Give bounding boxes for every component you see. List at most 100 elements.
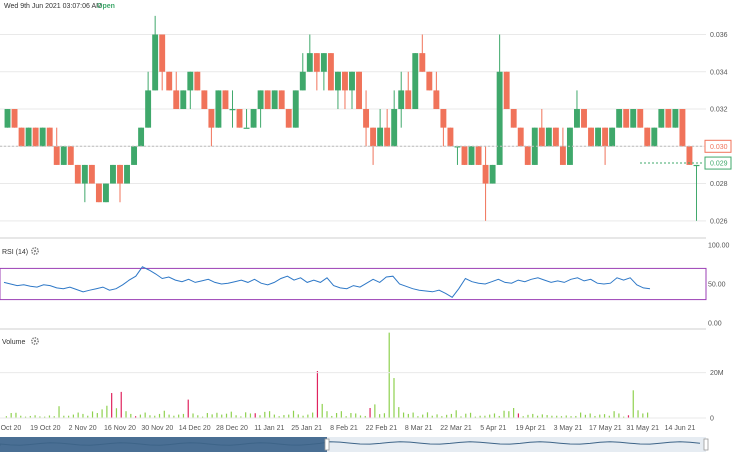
candle-body [208, 109, 215, 128]
candle-body [398, 90, 405, 110]
navigator-handle-left [324, 438, 330, 451]
candle-body [419, 53, 426, 72]
volume-bar [240, 416, 242, 418]
volume-bar [288, 414, 290, 418]
candle-body [152, 34, 159, 91]
candle-body [686, 146, 693, 165]
volume-bar [235, 415, 237, 418]
candle-body [405, 90, 412, 110]
volume-bar [637, 410, 639, 418]
last-close-label: 0.029 [710, 161, 728, 168]
volume-bar [350, 413, 352, 418]
volume-bar [120, 391, 122, 418]
candle-body [370, 127, 377, 147]
x-axis-tick: 11 Jan 21 [254, 425, 284, 432]
volume-bar [599, 414, 601, 418]
volume-bar [230, 411, 232, 418]
volume-bar [608, 415, 610, 418]
candle-body [67, 146, 74, 165]
candle-body [454, 146, 461, 148]
volume-bar [393, 378, 395, 418]
volume-bar [527, 414, 529, 418]
volume-bar [15, 412, 17, 418]
volume-bar [48, 415, 51, 418]
volume-bar [101, 409, 103, 418]
volume-bar [259, 415, 261, 418]
volume-bar [474, 416, 476, 418]
rsi-settings-icon[interactable] [30, 246, 40, 256]
volume-bar [297, 414, 299, 418]
volume-bar [623, 416, 625, 418]
candle-body [440, 109, 447, 128]
volume-bar [627, 415, 630, 418]
volume-bar [96, 413, 98, 418]
volume-bar [618, 413, 620, 418]
candle-body [482, 164, 489, 184]
volume-bar [201, 416, 204, 418]
x-axis-tick: 19 Oct 20 [30, 425, 60, 432]
candle-body [475, 146, 482, 165]
prev-close-badge [704, 139, 732, 153]
candle-body [693, 164, 700, 167]
x-axis-tick: 14 Jun 21 [665, 425, 696, 432]
candle-body [658, 109, 665, 128]
x-axis-tick: 31 May 21 [626, 425, 659, 432]
volume-bar [613, 411, 615, 418]
price-y-tick: 0.026 [710, 218, 728, 225]
candle-body [18, 127, 25, 147]
volume-bar [388, 332, 390, 418]
x-axis-tick: 5 Oct 20 [0, 425, 21, 432]
volume-bar [603, 414, 606, 418]
candle-body [391, 109, 398, 147]
volume-bar [498, 415, 500, 418]
candle-body [412, 53, 419, 110]
volume-bar [115, 408, 118, 418]
volume-bar [111, 393, 113, 418]
x-axis-tick: 8 Feb 21 [330, 425, 358, 432]
x-axis-tick: 14 Dec 20 [179, 425, 211, 432]
navigator[interactable] [0, 437, 709, 452]
volume-bar [426, 412, 429, 418]
volume-bar [216, 412, 218, 418]
candle-body [159, 34, 166, 72]
candle-body [377, 127, 384, 147]
candle-body [461, 146, 468, 165]
candle-body [510, 109, 517, 128]
volume-y-tick: 0 [710, 416, 714, 423]
candle-body [630, 109, 637, 128]
volume-bar [91, 411, 94, 418]
candle-body [489, 164, 496, 184]
volume-settings-icon[interactable] [30, 336, 40, 346]
candle-body [559, 146, 566, 165]
volume-y-tick: 20M [710, 370, 724, 377]
volume-bar [436, 414, 438, 418]
volume-layer [0, 332, 706, 419]
volume-bar [63, 415, 65, 418]
candle-body [299, 71, 306, 91]
volume-bar [422, 414, 424, 418]
candle-body [334, 71, 341, 91]
candle-body [25, 127, 32, 147]
rsi-title: RSI (14) [2, 249, 28, 256]
volume-bar [331, 415, 333, 418]
volume-bar [565, 415, 567, 418]
price-y-axis: 0.026 0.028 0.032 0.034 0.036 0.030 0.029 [704, 32, 732, 225]
volume-bar [575, 415, 577, 418]
volume-bar [254, 413, 256, 418]
candle-body [81, 164, 88, 184]
candle-body [637, 109, 644, 128]
candle-body [306, 53, 313, 72]
candle-body [32, 127, 39, 147]
header-datetime: Wed 9th Jun 2021 03:07:06 AM [4, 3, 102, 10]
rsi-y-axis: 0.00 50.00 100.00 [708, 243, 730, 328]
candle-body [285, 109, 292, 128]
candle-body [166, 71, 173, 91]
candle-body [215, 90, 222, 128]
candle-body [609, 127, 616, 147]
candle-body [672, 109, 679, 128]
volume-bar [187, 399, 189, 418]
x-axis-tick: 3 May 21 [554, 425, 583, 432]
volume-bar [312, 412, 314, 418]
